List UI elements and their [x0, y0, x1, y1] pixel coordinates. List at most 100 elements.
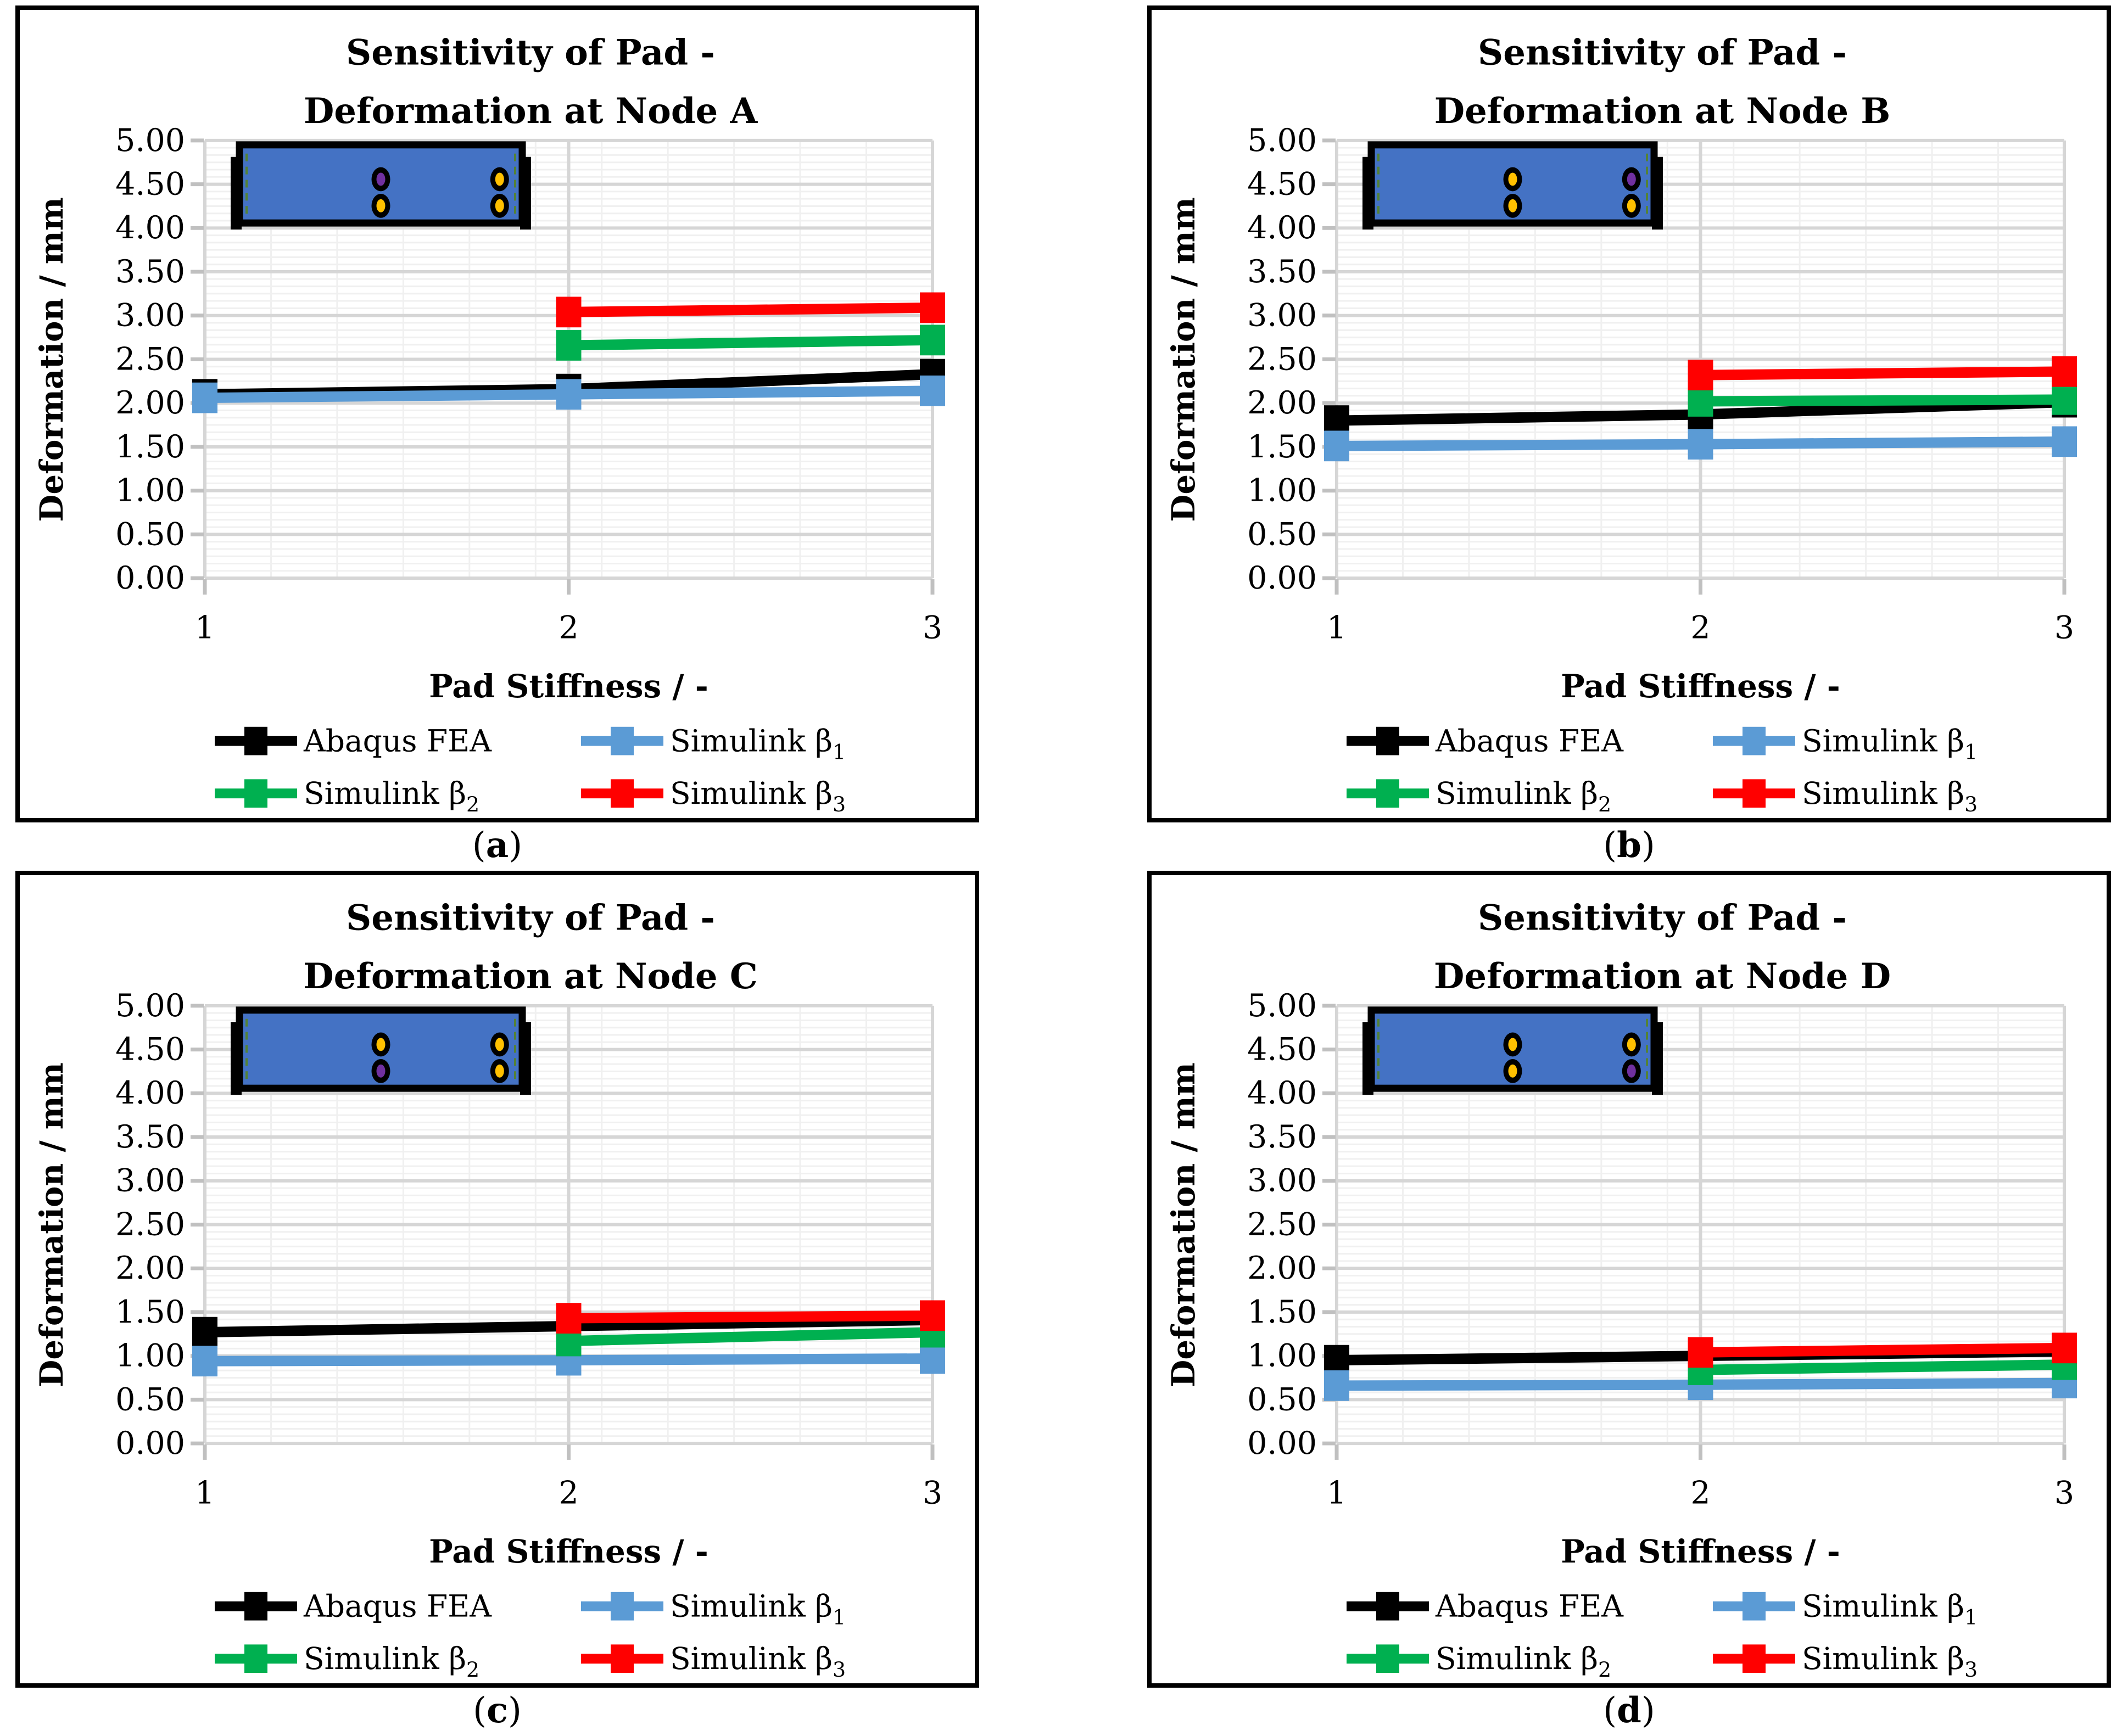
legend-entry-1: Abaqus FEA: [1347, 724, 1624, 759]
x-axis-title: Pad Stiffness / -: [1561, 1533, 1840, 1570]
series-marker-3: [920, 324, 945, 356]
y-tick-label: 4.00: [115, 210, 185, 246]
legend-marker-swatch: [611, 1592, 634, 1621]
series-marker-2: [2052, 426, 2077, 457]
series-line-4: [568, 1310, 933, 1324]
highlighted-node-top-right: [1627, 172, 1636, 186]
y-tick-label: 3.00: [115, 1163, 185, 1199]
legend-entry-4: Simulink β3: [1713, 1641, 1978, 1682]
series-marker-2: [920, 1343, 945, 1374]
series-marker-4: [2052, 1332, 2077, 1364]
legend-label: Abaqus FEA: [1435, 1589, 1624, 1624]
caption-paren: ): [509, 825, 523, 866]
y-tick-label: 4.50: [1247, 166, 1317, 203]
y-tick-label: 4.50: [115, 1032, 185, 1068]
bolt-node-top-right: [495, 1038, 504, 1051]
y-tick-label: 2.00: [1247, 385, 1317, 421]
chart-svg-node-a: Sensitivity of Pad - Deformation at Node …: [33, 32, 945, 816]
y-tick-label: 5.00: [1247, 122, 1317, 159]
y-tick-label: 1.00: [115, 473, 185, 509]
legend-label: Abaqus FEA: [303, 1589, 492, 1624]
x-tick-label: 1: [195, 610, 215, 646]
pad-schematic-inset: [1362, 141, 1663, 230]
caption-paren: (: [1603, 825, 1617, 866]
bolt-node-top-right: [1627, 1038, 1636, 1051]
y-tick-label: 0.50: [115, 516, 185, 552]
legend-entry-1: Abaqus FEA: [215, 1589, 492, 1624]
legend-label: Simulink β3: [670, 776, 846, 816]
y-tick-label: 5.00: [115, 988, 185, 1024]
y-tick-label: 3.50: [115, 1119, 185, 1155]
bolt-node-bottom-left: [376, 199, 386, 212]
x-axis-title: Pad Stiffness / -: [1561, 668, 1840, 705]
bolt-node-top-left: [1508, 172, 1517, 186]
series-marker-2: [1324, 430, 1349, 462]
legend-label: Simulink β3: [1802, 1641, 1978, 1682]
x-tick-label: 3: [2054, 610, 2074, 646]
legend-marker-swatch: [1376, 1592, 1399, 1621]
y-tick-label: 0.00: [1247, 1425, 1317, 1461]
caption-paren: ): [1641, 1690, 1655, 1731]
caption-paren: (: [472, 825, 486, 866]
caption-letter: a: [485, 825, 509, 866]
legend-entry-4: Simulink β3: [1713, 776, 1978, 816]
x-axis-title: Pad Stiffness / -: [429, 1533, 708, 1570]
legend-entry-2: Simulink β1: [581, 724, 846, 764]
legend-entry-3: Simulink β2: [1347, 776, 1611, 816]
legend: Abaqus FEA Simulink β1 Simulink β2 Simulink…: [215, 1589, 846, 1682]
series-marker-2: [920, 376, 945, 406]
caption-paren: ): [1641, 825, 1655, 866]
chart-text: Sensitivity of Pad - Deformation at Node …: [1165, 898, 2074, 1570]
legend-marker-swatch: [611, 726, 634, 755]
y-tick-label: 2.50: [115, 1207, 185, 1243]
y-tick-label: 4.00: [115, 1075, 185, 1111]
y-tick-label: 2.50: [1247, 341, 1317, 378]
legend-marker-swatch: [1743, 1592, 1766, 1621]
series-marker-2: [556, 379, 582, 410]
bolt-node-bottom-right: [495, 1064, 504, 1078]
series-marker-2: [1324, 1370, 1349, 1401]
bolt-node-top-left: [1508, 1038, 1517, 1051]
legend-label: Simulink β2: [304, 1641, 479, 1682]
legend-marker-swatch: [1376, 1644, 1399, 1673]
legend-marker-swatch: [1743, 726, 1766, 755]
series-marker-4: [1688, 360, 1713, 391]
chart-text: Sensitivity of Pad - Deformation at Node …: [1165, 32, 2074, 705]
chart-panel-a: Sensitivity of Pad - Deformation at Node …: [15, 5, 979, 822]
chart-title-line1: Sensitivity of Pad -: [1478, 898, 1847, 939]
series-line-3: [1700, 394, 2065, 407]
x-tick-label: 3: [923, 610, 942, 646]
x-tick-label: 3: [923, 1475, 942, 1511]
legend: Abaqus FEA Simulink β1 Simulink β2 Simulink…: [215, 724, 846, 816]
x-tick-label: 2: [1690, 610, 1710, 646]
y-tick-label: 3.50: [1247, 254, 1317, 290]
y-tick-label: 1.00: [115, 1338, 185, 1374]
legend-marker-swatch: [1376, 726, 1399, 755]
panel-caption-b: (b): [1147, 822, 2111, 871]
pad-schematic-inset: [231, 141, 531, 230]
y-tick-label: 0.00: [115, 560, 185, 596]
caption-paren: (: [1603, 1690, 1617, 1731]
pad-schematic-inset: [231, 1006, 531, 1095]
y-tick-label: 2.00: [115, 385, 185, 421]
legend: Abaqus FEA Simulink β1 Simulink β2 Simulink…: [1347, 1589, 1978, 1682]
legend-marker-swatch: [244, 726, 267, 755]
x-tick-label: 3: [2054, 1475, 2074, 1511]
chart-panel-b: Sensitivity of Pad - Deformation at Node …: [1147, 5, 2111, 822]
y-tick-label: 3.00: [115, 298, 185, 334]
chart-title-line2: Deformation at Node C: [303, 956, 758, 997]
legend-marker-swatch: [244, 1644, 267, 1673]
legend-entry-2: Simulink β1: [581, 1589, 846, 1629]
y-tick-label: 5.00: [1247, 988, 1317, 1024]
chart-title-line2: Deformation at Node B: [1434, 91, 1891, 132]
y-tick-label: 0.50: [1247, 516, 1317, 552]
y-tick-label: 2.50: [115, 341, 185, 378]
y-tick-label: 1.50: [1247, 429, 1317, 465]
y-axis-title: Deformation / mm: [33, 197, 70, 522]
legend-marker-swatch: [611, 779, 634, 808]
panel-caption-c: (c): [15, 1688, 979, 1736]
panel-cell-d: Sensitivity of Pad - Deformation at Node …: [1147, 871, 2111, 1736]
legend-label: Simulink β2: [1436, 776, 1611, 816]
chart-svg-node-b: Sensitivity of Pad - Deformation at Node …: [1165, 32, 2077, 816]
